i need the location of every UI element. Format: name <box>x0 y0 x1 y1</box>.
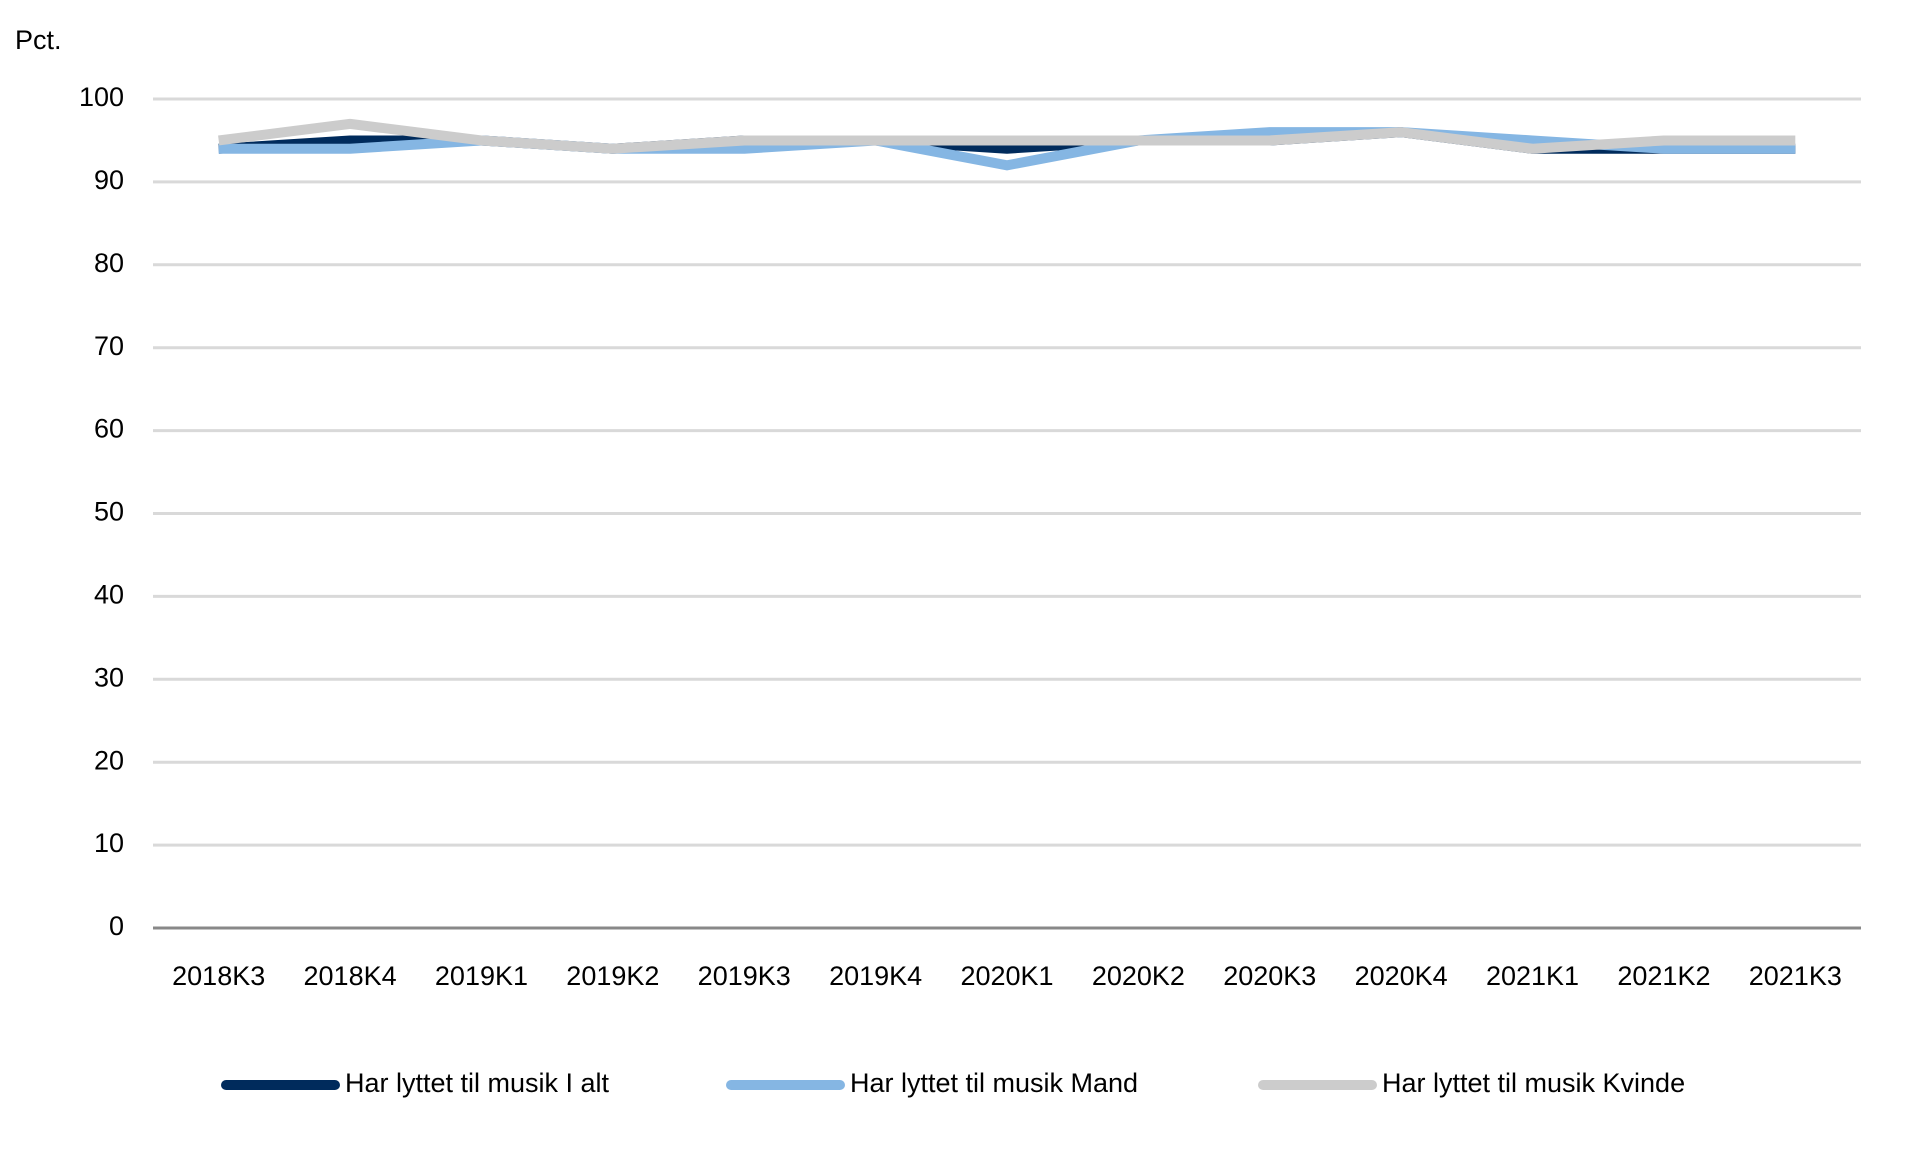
y-tick-label: 70 <box>94 331 124 361</box>
y-tick-label: 50 <box>94 497 124 527</box>
y-tick-label: 40 <box>94 580 124 610</box>
x-tick-label: 2019K3 <box>698 961 791 991</box>
y-tick-label: 100 <box>79 82 124 112</box>
x-tick-label: 2019K2 <box>566 961 659 991</box>
y-tick-label: 90 <box>94 165 124 195</box>
x-tick-label: 2020K1 <box>960 961 1053 991</box>
x-tick-label: 2020K4 <box>1355 961 1448 991</box>
y-tick-label: 30 <box>94 662 124 692</box>
x-tick-label: 2021K3 <box>1749 961 1842 991</box>
x-tick-label: 2019K1 <box>435 961 528 991</box>
y-tick-label: 0 <box>109 911 124 941</box>
y-tick-label: 10 <box>94 828 124 858</box>
legend-label: Har lyttet til musik Kvinde <box>1382 1068 1685 1098</box>
series-line <box>218 118 1796 154</box>
y-tick-label: 80 <box>94 248 124 278</box>
x-tick-label: 2020K3 <box>1223 961 1316 991</box>
x-tick-label: 2021K2 <box>1617 961 1710 991</box>
legend-label: Har lyttet til musik Mand <box>850 1068 1138 1098</box>
x-tick-label: 2020K2 <box>1092 961 1185 991</box>
y-unit-label: Pct. <box>15 25 62 55</box>
y-tick-label: 60 <box>94 414 124 444</box>
y-tick-label: 20 <box>94 745 124 775</box>
x-tick-label: 2021K1 <box>1486 961 1579 991</box>
x-tick-label: 2019K4 <box>829 961 922 991</box>
legend-label: Har lyttet til musik I alt <box>345 1068 610 1098</box>
x-tick-label: 2018K4 <box>304 961 397 991</box>
x-tick-label: 2018K3 <box>172 961 265 991</box>
